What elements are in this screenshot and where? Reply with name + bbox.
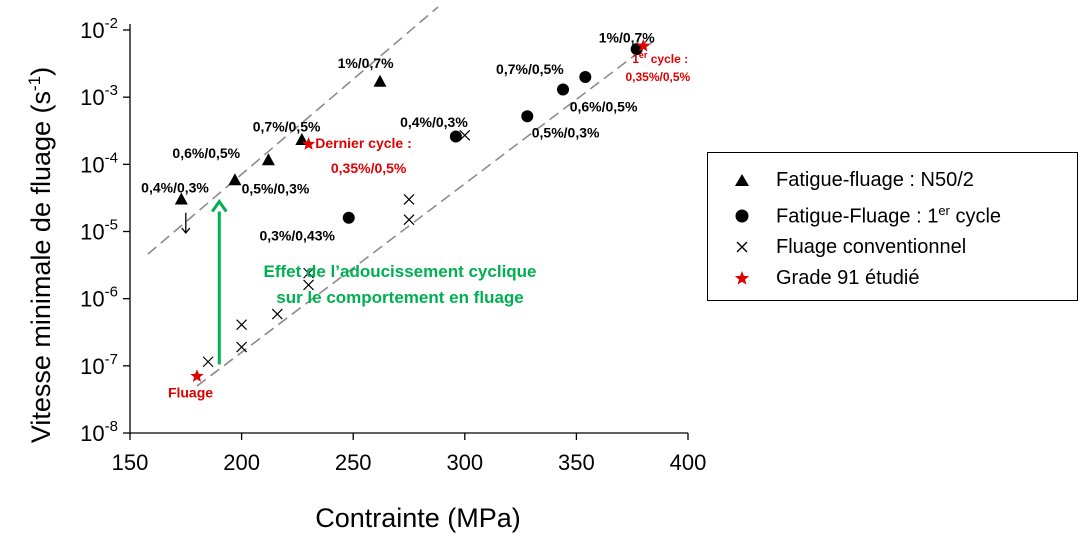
point-label: 0,5%/0,3% <box>532 125 600 141</box>
y-tick-label: 10-2 <box>80 15 118 43</box>
cross-point <box>202 356 214 368</box>
y-axis-title-close: ) <box>26 67 56 76</box>
star-marker-icon <box>708 270 776 286</box>
green-arrow-head <box>211 198 228 213</box>
circle-point <box>449 130 462 143</box>
triangle-marker-icon <box>708 173 776 187</box>
x-axis-title: Contrainte (MPa) <box>315 503 521 533</box>
cross-point <box>236 319 248 331</box>
circle-point <box>521 110 534 123</box>
red-label: 0,35%/0,5% <box>331 160 407 176</box>
point-label: 0,5%/0,3% <box>242 180 310 196</box>
legend-label: Grade 91 étudié <box>776 266 920 289</box>
cross-marker-icon <box>708 240 776 254</box>
red-label-first-cycle-value: 0,35%/0,5% <box>626 70 691 84</box>
triangle-point <box>261 153 275 166</box>
red-label: Dernier cycle : <box>315 135 412 151</box>
cross-stroke <box>403 214 415 226</box>
y-tick-label: 10-8 <box>80 418 118 446</box>
point-label: 0,6%/0,5% <box>172 145 240 161</box>
cross-point <box>236 341 248 353</box>
red-label-first-cycle: 1er cycle : <box>632 50 688 66</box>
legend-item-fluage-conventionnel: Fluage conventionnel <box>708 232 966 262</box>
legend-item-grade-91: Grade 91 étudié <box>708 263 919 293</box>
cross-point <box>459 129 471 141</box>
cross-stroke <box>303 267 314 279</box>
y-tick-label: 10-7 <box>80 351 118 379</box>
y-tick-label: 10-5 <box>80 217 118 245</box>
point-label: 0,7%/0,5% <box>496 61 564 77</box>
cross-stroke <box>236 341 248 353</box>
y-axis-title-main: Vitesse minimale de fluage (s <box>26 91 56 443</box>
cross-stroke <box>403 194 415 205</box>
black-arrow-head <box>181 227 191 235</box>
axes: 150 200 250 300 350 400 10-8 10-7 10-6 10-5 10-4 10… <box>80 15 706 475</box>
star-point <box>636 38 651 52</box>
point-label: 0,4%/0,3% <box>141 180 209 196</box>
cross-point <box>303 279 314 291</box>
circle-point <box>557 83 570 96</box>
x-tick-label: 350 <box>558 450 595 475</box>
triangle-point <box>373 74 387 87</box>
red-label: Fluage <box>168 384 213 400</box>
star-point <box>301 137 316 150</box>
cross-point <box>303 267 314 279</box>
x-tick-label: 400 <box>670 450 707 475</box>
trendlines <box>147 6 656 387</box>
cross-stroke <box>236 319 248 331</box>
point-label: 1%/0,7% <box>338 55 395 71</box>
green-annotation-line1: Effet de l’adoucissement cyclique <box>263 262 536 281</box>
trendline-1 <box>147 6 439 255</box>
y-axis-title: Vitesse minimale de fluage (s-1) <box>25 67 56 443</box>
legend-item-fatigue-fluage-1er-cycle: Fatigue-Fluage : 1er cycle <box>708 201 1001 231</box>
legend-label: Fluage conventionnel <box>776 235 967 258</box>
y-axis-title-exp: -1 <box>25 76 44 91</box>
legend-label: Fatigue-Fluage : 1er cycle <box>776 203 1002 228</box>
star-point <box>190 369 204 382</box>
point-label: 1%/0,7% <box>599 30 656 46</box>
cross-point <box>271 308 283 320</box>
circle-point <box>342 211 355 224</box>
y-tick-label: 10-6 <box>80 284 118 312</box>
circle-point <box>579 70 592 83</box>
x-tick-label: 200 <box>223 450 260 475</box>
data-marks <box>174 38 651 382</box>
x-tick-label: 250 <box>335 450 372 475</box>
point-label: 0,6%/0,5% <box>570 99 638 115</box>
cross-stroke <box>202 356 214 368</box>
x-tick-label: 300 <box>446 450 483 475</box>
cross-point <box>403 214 415 226</box>
y-tick-label: 10-4 <box>80 149 118 177</box>
annotations: 0,4%/0,3% 0,6%/0,5% 0,5%/0,3% 0,7%/0,5% 1%/0… <box>141 30 690 401</box>
cross-stroke <box>271 308 283 320</box>
point-label: 0,7%/0,5% <box>253 118 321 134</box>
y-tick-label: 10-3 <box>80 82 118 110</box>
point-label: 0,3%/0,43% <box>259 227 335 243</box>
cross-stroke <box>459 129 471 141</box>
legend: Fatigue-fluage : N50/2 Fatigue-Fluage : … <box>707 152 1078 301</box>
triangle-point <box>174 192 188 205</box>
legend-item-fatigue-fluage-n50: Fatigue-fluage : N50/2 <box>708 165 974 195</box>
green-annotation-line2: sur le comportement en fluage <box>276 288 524 307</box>
x-tick-label: 150 <box>112 450 149 475</box>
legend-label: Fatigue-fluage : N50/2 <box>776 168 974 191</box>
triangle-point <box>228 173 242 186</box>
point-label: 0,4%/0,3% <box>400 114 468 130</box>
circle-marker-icon <box>708 208 776 224</box>
cross-point <box>403 194 415 205</box>
cross-stroke <box>303 279 314 291</box>
trendline-2 <box>196 39 656 387</box>
